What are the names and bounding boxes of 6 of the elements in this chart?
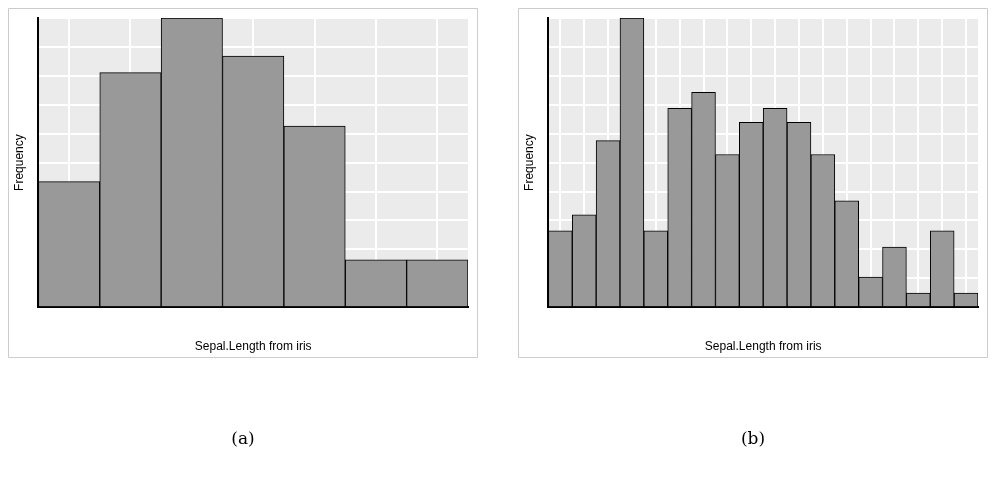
x-axis-title: Sepal.Length from iris (704, 339, 822, 354)
y-axis-title: Frequency (11, 134, 26, 191)
text: (a) (230, 428, 256, 448)
x-axis-title: Sepal.Length from iris (194, 339, 312, 354)
text: (b) (739, 428, 767, 448)
y-axis-title: Frequency (521, 134, 536, 191)
